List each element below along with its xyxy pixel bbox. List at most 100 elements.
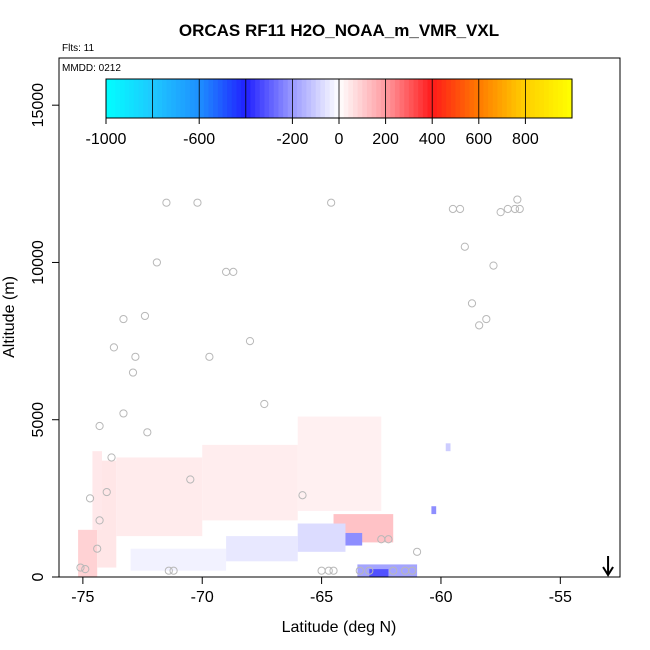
colorbar-segment xyxy=(497,79,503,118)
flight-point xyxy=(169,566,178,575)
flight-point xyxy=(324,566,333,575)
colorbar-segment xyxy=(502,79,508,118)
colorbar-segment xyxy=(427,79,433,118)
colorbar: -1000 -600 -200 0 200 400 600 800 xyxy=(86,78,573,148)
colorbar-segment xyxy=(250,79,256,118)
colorbar-segment xyxy=(227,79,233,118)
colorbar-segment xyxy=(231,79,238,118)
colorbar-segment xyxy=(394,79,401,118)
heatmap-cell xyxy=(116,457,203,537)
colorbar-segment xyxy=(259,79,266,118)
flight-point xyxy=(389,566,398,575)
colorbar-tick-label: -600 xyxy=(183,131,215,148)
colorbar-tick-label: -1000 xyxy=(86,131,127,148)
colorbar-segment xyxy=(161,79,168,118)
flight-point xyxy=(448,204,457,214)
colorbar-segment xyxy=(325,79,331,118)
colorbar-segment xyxy=(269,79,275,118)
flight-point xyxy=(81,565,90,574)
colorbar-segment xyxy=(348,79,354,118)
flights-label: Flts: 11 xyxy=(62,43,94,54)
flight-point xyxy=(513,195,522,204)
colorbar-segment xyxy=(366,79,373,118)
flight-point xyxy=(503,204,512,214)
flight-point xyxy=(384,535,393,544)
flight-point xyxy=(467,299,477,308)
flight-point xyxy=(128,368,138,377)
colorbar-segment xyxy=(464,79,471,118)
heatmap-cell xyxy=(431,506,437,515)
colorbar-segment xyxy=(343,79,349,118)
flight-point xyxy=(327,198,336,207)
colorbar-segment xyxy=(175,79,182,118)
chart-title: ORCAS RF11 H2O_NOAA_m_VMR_VXL xyxy=(179,21,499,40)
colorbar-segment xyxy=(455,79,461,118)
colorbar-segment xyxy=(460,79,466,118)
colorbar-segment xyxy=(553,79,559,118)
colorbar-segment xyxy=(539,79,545,118)
colorbar-segment xyxy=(236,79,242,118)
colorbar-segment xyxy=(334,79,340,118)
flight-point xyxy=(109,343,119,352)
heatmap-cell xyxy=(345,532,363,546)
colorbar-segment xyxy=(436,79,443,118)
colorbar-segment xyxy=(297,79,303,118)
flight-point xyxy=(205,352,214,361)
flight-point xyxy=(496,208,505,217)
colorbar-segment xyxy=(413,79,419,118)
colorbar-tick-label: 0 xyxy=(335,131,344,148)
colorbar-segment xyxy=(208,79,214,118)
colorbar-segment xyxy=(488,79,494,118)
flight-point xyxy=(408,566,417,575)
flight-point xyxy=(510,204,520,214)
flight-point xyxy=(355,566,364,575)
colorbar-segment xyxy=(548,79,554,118)
colorbar-segment xyxy=(278,79,284,118)
y-tick-label: 5000 xyxy=(30,402,47,438)
colorbar-segment xyxy=(516,79,522,118)
colorbar-segment xyxy=(166,79,172,118)
colorbar-segment xyxy=(292,79,298,118)
colorbar-segment xyxy=(189,79,196,118)
flight-point xyxy=(164,566,173,575)
colorbar-segment xyxy=(306,79,312,118)
colorbar-segment xyxy=(171,79,177,118)
flight-point xyxy=(482,314,491,324)
colorbar-segment xyxy=(129,79,135,118)
flight-point xyxy=(143,428,152,437)
flight-point xyxy=(317,566,326,575)
colorbar-segment xyxy=(320,79,326,118)
colorbar-segment xyxy=(315,79,321,118)
x-tick-label: -60 xyxy=(429,589,452,606)
flight-point xyxy=(475,321,484,330)
colorbar-segment xyxy=(185,79,191,118)
colorbar-segment xyxy=(534,79,540,118)
colorbar-segment xyxy=(194,79,200,118)
flight-point xyxy=(76,563,85,572)
flight-point xyxy=(140,311,150,321)
colorbar-segment xyxy=(380,79,387,118)
x-tick-label: -65 xyxy=(310,589,333,606)
x-axis: -75 -70 -65 -60 -55 xyxy=(71,577,572,606)
colorbar-segment xyxy=(506,79,513,118)
colorbar-tick-label: 400 xyxy=(419,131,446,148)
colorbar-segment xyxy=(525,79,531,118)
flight-point xyxy=(455,204,465,214)
flight-point xyxy=(95,421,104,431)
colorbar-segment xyxy=(222,79,228,118)
colorbar-segment xyxy=(422,79,429,118)
colorbar-segment xyxy=(530,79,536,118)
colorbar-segment xyxy=(352,79,359,118)
colorbar-segment xyxy=(478,79,485,118)
y-tick-label: 10000 xyxy=(30,240,47,285)
colorbar-segment xyxy=(115,79,121,118)
heatmap-cell xyxy=(130,548,227,571)
y-axis: 0 5000 10000 15000 xyxy=(30,83,59,581)
x-axis-label: Latitude (deg N) xyxy=(282,619,397,636)
end-marker-arrow xyxy=(602,556,614,577)
plot-frame xyxy=(58,57,621,578)
colorbar-segment xyxy=(273,79,280,118)
flight-track-points xyxy=(76,195,524,575)
colorbar-segment xyxy=(511,79,517,118)
flight-point xyxy=(412,547,422,556)
